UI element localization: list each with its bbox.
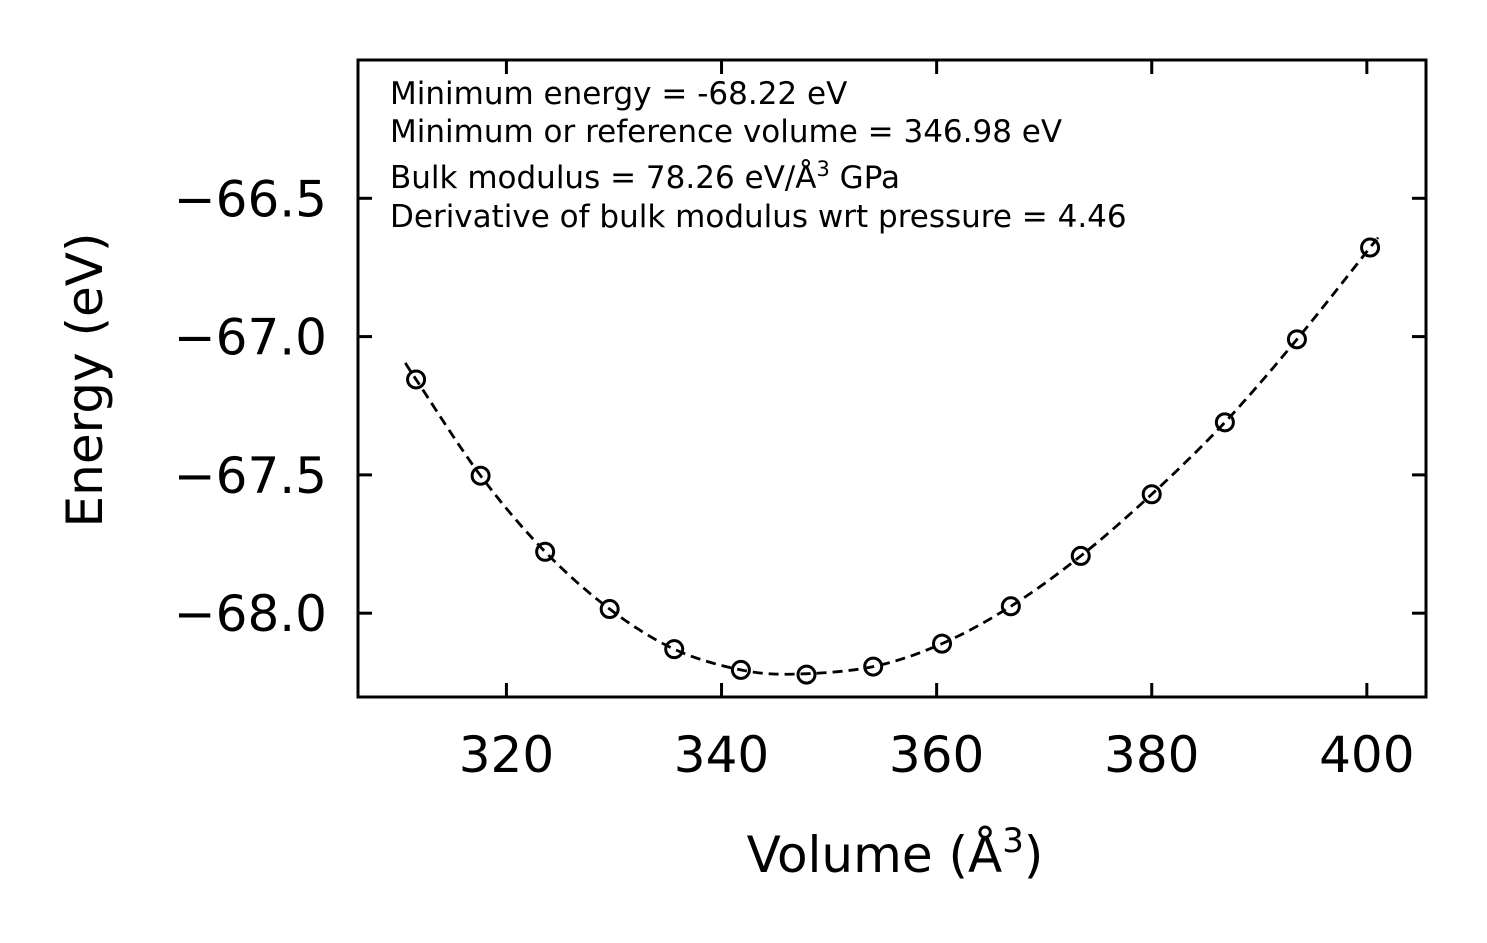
- data-points: [406, 237, 1381, 685]
- data-point: [1070, 545, 1091, 566]
- x-axis-title-main: Volume (Å: [747, 826, 1003, 884]
- annotation-min-volume: Minimum or reference volume = 346.98 eV: [390, 114, 1062, 150]
- data-point: [932, 633, 953, 654]
- annotation-bulk-modulus: Bulk modulus = 78.26 eV/Å3 GPa: [390, 157, 900, 196]
- data-point: [1141, 484, 1162, 505]
- data-point: [1214, 412, 1235, 433]
- data-point: [796, 664, 817, 685]
- annotation-bulk-derivative: Derivative of bulk modulus wrt pressure …: [390, 199, 1127, 235]
- x-tick-label: 360: [889, 726, 984, 784]
- plot-area-frame: [356, 58, 1428, 699]
- annotation-bulk-modulus-suffix: GPa: [830, 160, 900, 196]
- data-point: [1286, 329, 1307, 350]
- x-tick-label: 380: [1104, 726, 1199, 784]
- data-point: [535, 541, 556, 562]
- x-axis-title: Volume (Å3): [747, 821, 1044, 884]
- data-point: [730, 659, 751, 680]
- annotation-bulk-modulus-sup: 3: [816, 157, 829, 181]
- x-axis-title-close: ): [1024, 826, 1044, 884]
- data-point: [664, 639, 685, 660]
- data-point: [1000, 596, 1021, 617]
- y-tick-label: −67.0: [174, 309, 327, 367]
- y-tick-label: −67.5: [174, 447, 327, 505]
- y-axis-ticks: −68.0 −67.5 −67.0 −66.5: [174, 170, 1426, 643]
- annotation-min-energy: Minimum energy = -68.22 eV: [390, 76, 847, 112]
- data-point: [1360, 237, 1381, 258]
- annotation-bulk-modulus-main: Bulk modulus = 78.26 eV/Å: [390, 160, 816, 196]
- x-axis-ticks: 320 340 360 380 400: [459, 60, 1415, 784]
- x-axis-title-sup: 3: [1002, 821, 1024, 861]
- x-tick-label: 320: [459, 726, 554, 784]
- y-tick-label: −68.0: [174, 585, 327, 643]
- data-point: [863, 656, 884, 677]
- fit-curve: [404, 237, 1379, 676]
- y-axis-title: Energy (eV): [56, 233, 114, 528]
- x-tick-label: 400: [1319, 726, 1414, 784]
- data-point: [470, 465, 491, 486]
- annotation-box: Minimum energy = -68.22 eV Minimum or re…: [390, 76, 1127, 235]
- data-point: [406, 369, 427, 390]
- y-tick-label: −66.5: [174, 170, 327, 228]
- data-point: [599, 599, 620, 620]
- x-tick-label: 340: [674, 726, 769, 784]
